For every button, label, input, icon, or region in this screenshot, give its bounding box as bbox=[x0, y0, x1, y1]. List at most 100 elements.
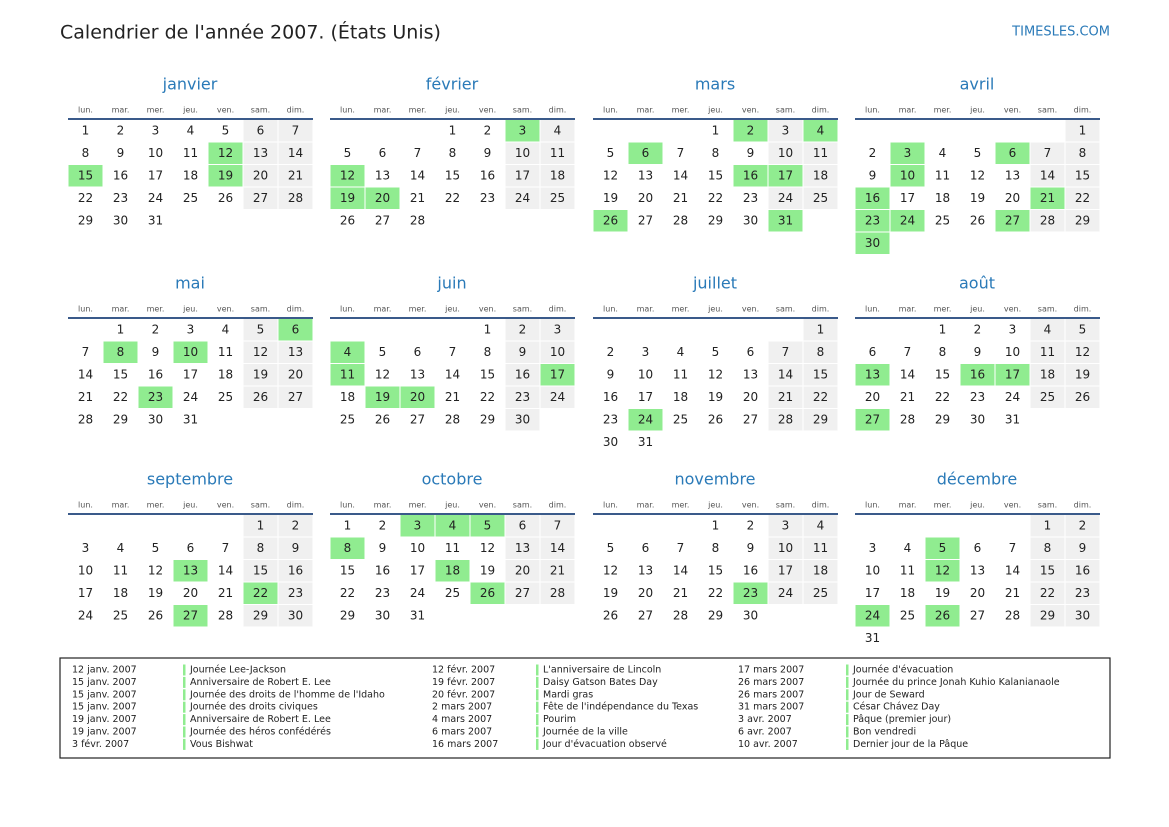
day-number: 11 bbox=[1040, 345, 1055, 359]
holiday-date: 10 avr. 2007 bbox=[738, 739, 798, 750]
weekday-label: mar. bbox=[112, 305, 130, 314]
weekend-cell bbox=[278, 537, 313, 559]
holiday-marker bbox=[846, 726, 849, 738]
day-number: 7 bbox=[82, 345, 90, 359]
holiday-marker bbox=[536, 738, 539, 750]
day-number: 12 bbox=[148, 564, 163, 578]
holiday-marker bbox=[846, 738, 849, 750]
holiday-marker bbox=[846, 714, 849, 726]
weekend-cell bbox=[243, 560, 278, 582]
weekend-cell bbox=[243, 319, 278, 341]
holiday-cell bbox=[435, 515, 470, 537]
day-number: 1 bbox=[817, 323, 825, 337]
holiday-marker bbox=[536, 701, 539, 713]
day-number: 20 bbox=[253, 169, 268, 183]
weekday-label: sam. bbox=[776, 305, 795, 314]
weekday-label: mar. bbox=[637, 305, 655, 314]
day-number: 11 bbox=[550, 146, 565, 160]
weekend-cell bbox=[803, 515, 838, 537]
day-number: 13 bbox=[515, 541, 530, 555]
day-number: 8 bbox=[1044, 541, 1052, 555]
holiday-marker bbox=[536, 664, 539, 676]
day-number: 14 bbox=[550, 541, 565, 555]
day-number: 5 bbox=[222, 124, 230, 138]
day-number: 9 bbox=[484, 146, 492, 160]
weekday-label: ven. bbox=[217, 501, 234, 510]
day-number: 29 bbox=[708, 609, 723, 623]
holiday-cell bbox=[855, 232, 890, 254]
day-number: 17 bbox=[638, 390, 653, 404]
weekday-label: lun. bbox=[78, 106, 93, 115]
holiday-date: 3 févr. 2007 bbox=[72, 739, 129, 750]
day-number: 17 bbox=[865, 586, 880, 600]
day-number: 10 bbox=[638, 368, 653, 382]
day-number: 11 bbox=[218, 345, 233, 359]
weekend-cell bbox=[278, 120, 313, 142]
holiday-name: Pourim bbox=[543, 714, 576, 725]
day-number: 28 bbox=[288, 191, 303, 205]
day-number: 27 bbox=[183, 609, 198, 623]
weekday-label: lun. bbox=[340, 501, 355, 510]
month-name: janvier bbox=[162, 75, 218, 94]
day-number: 12 bbox=[480, 541, 495, 555]
day-number: 24 bbox=[638, 413, 653, 427]
day-number: 14 bbox=[445, 368, 460, 382]
holiday-cell bbox=[330, 341, 365, 363]
day-number: 3 bbox=[782, 124, 790, 138]
weekend-cell bbox=[768, 409, 803, 431]
holiday-cell bbox=[103, 341, 138, 363]
day-number: 19 bbox=[935, 586, 950, 600]
day-number: 20 bbox=[638, 191, 653, 205]
day-number: 8 bbox=[712, 146, 720, 160]
day-number: 16 bbox=[148, 368, 163, 382]
holiday-cell bbox=[733, 165, 768, 187]
day-number: 13 bbox=[638, 564, 653, 578]
day-number: 6 bbox=[414, 345, 422, 359]
holiday-cell bbox=[365, 187, 400, 209]
weekend-cell bbox=[243, 364, 278, 386]
weekend-cell bbox=[1065, 560, 1100, 582]
day-number: 13 bbox=[865, 368, 880, 382]
day-number: 6 bbox=[257, 124, 265, 138]
day-number: 25 bbox=[340, 413, 355, 427]
day-number: 30 bbox=[113, 214, 128, 228]
holiday-cell bbox=[400, 515, 435, 537]
weekend-cell bbox=[1065, 537, 1100, 559]
day-number: 22 bbox=[253, 586, 268, 600]
weekend-cell bbox=[278, 386, 313, 408]
month-name: septembre bbox=[147, 470, 233, 489]
day-number: 17 bbox=[515, 169, 530, 183]
weekend-cell bbox=[540, 582, 575, 604]
weekday-label: jeu. bbox=[444, 106, 460, 115]
day-number: 27 bbox=[743, 413, 758, 427]
day-number: 4 bbox=[817, 124, 825, 138]
weekday-label: mer. bbox=[409, 106, 427, 115]
day-number: 28 bbox=[550, 586, 565, 600]
holiday-cell bbox=[173, 560, 208, 582]
day-number: 24 bbox=[515, 191, 530, 205]
weekday-label: mar. bbox=[637, 106, 655, 115]
weekend-cell bbox=[803, 341, 838, 363]
day-number: 31 bbox=[778, 214, 793, 228]
day-number: 21 bbox=[288, 169, 303, 183]
holiday-cell bbox=[330, 187, 365, 209]
day-number: 13 bbox=[1005, 169, 1020, 183]
weekend-cell bbox=[768, 386, 803, 408]
weekday-label: mar. bbox=[899, 106, 917, 115]
day-number: 7 bbox=[1009, 541, 1017, 555]
day-number: 10 bbox=[1005, 345, 1020, 359]
weekday-label: sam. bbox=[251, 106, 270, 115]
day-number: 20 bbox=[1005, 191, 1020, 205]
day-number: 23 bbox=[865, 214, 880, 228]
day-number: 6 bbox=[974, 541, 982, 555]
day-number: 15 bbox=[78, 169, 93, 183]
weekend-cell bbox=[243, 386, 278, 408]
site-name[interactable]: TIMESLES.COM bbox=[1011, 25, 1110, 40]
day-number: 27 bbox=[253, 191, 268, 205]
day-number: 21 bbox=[778, 390, 793, 404]
day-number: 14 bbox=[288, 146, 303, 160]
weekday-label: mer. bbox=[672, 305, 690, 314]
weekend-cell bbox=[243, 537, 278, 559]
weekday-label: lun. bbox=[603, 106, 618, 115]
weekend-cell bbox=[1065, 165, 1100, 187]
